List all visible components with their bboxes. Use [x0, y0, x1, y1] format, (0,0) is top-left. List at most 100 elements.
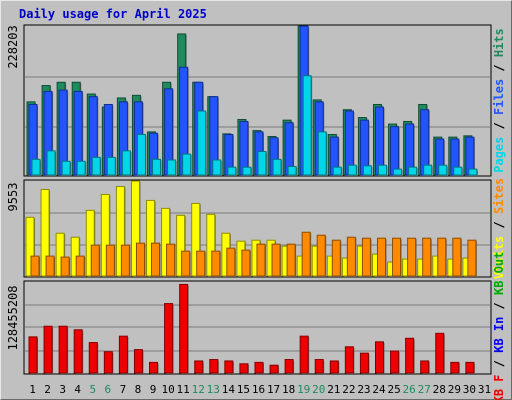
legend-visits-sites: Visits / Sites: [492, 178, 506, 279]
bar-pages-3-body: [61, 160, 71, 176]
bar-sites-4: [75, 255, 86, 277]
x-tick-17: 17: [267, 383, 280, 396]
bar-pages-17-body: [272, 158, 282, 176]
bar-pages-5: [91, 156, 102, 176]
bar-pages-27: [423, 164, 433, 176]
bar-kbf-13: [209, 359, 219, 374]
bar-kbf-18: [284, 359, 295, 374]
bar-kbf-21-body: [329, 360, 339, 374]
bar-kbf-10-body: [164, 303, 174, 374]
legend-kb-f: KB F: [492, 374, 506, 400]
bar-sites-21: [331, 239, 342, 277]
x-tick-29: 29: [448, 383, 461, 396]
bar-pages-24-body: [377, 164, 387, 176]
bar-pages-1-body: [31, 158, 41, 176]
x-tick-12: 12: [192, 383, 205, 396]
bar-pages-17: [272, 158, 283, 176]
bar-kbf-8: [133, 349, 144, 374]
x-tick-16: 16: [252, 383, 265, 396]
bar-sites-15: [241, 249, 251, 277]
bar-visits-5-body: [85, 209, 95, 277]
legend-separator: /: [492, 295, 506, 317]
bar-pages-18-body: [287, 166, 297, 176]
bar-kbf-1-body: [28, 336, 38, 374]
bar-pages-23: [362, 165, 373, 176]
bar-visits-1: [25, 216, 35, 277]
bar-pages-16-body: [257, 150, 267, 176]
legend-separator: /: [492, 115, 506, 137]
x-tick-18: 18: [282, 383, 295, 396]
bar-sites-12-body: [196, 250, 206, 277]
bar-visits-3: [55, 232, 66, 277]
bar-pages-30: [468, 168, 478, 176]
bar-sites-3-body: [60, 256, 70, 277]
x-tick-8: 8: [135, 383, 142, 396]
x-tick-21: 21: [327, 383, 340, 396]
bar-kbf-20: [314, 359, 325, 374]
bar-kbf-11: [179, 283, 189, 374]
x-tick-13: 13: [207, 383, 220, 396]
bar-pages-15: [242, 166, 252, 176]
panel-visits-sites: 9553 Visits / Sites: [6, 178, 506, 279]
bar-kbf-19: [299, 335, 310, 374]
ymax-label: 9553: [6, 183, 20, 212]
bar-pages-28: [438, 164, 448, 176]
bar-visits-7: [115, 185, 126, 277]
legend-hits: Hits: [492, 28, 506, 57]
bar-pages-1: [31, 158, 41, 176]
bar-visits-12-body: [191, 202, 201, 277]
bar-visits-11-body: [176, 214, 186, 277]
bar-pages-29: [453, 166, 463, 176]
bar-sites-30: [467, 239, 477, 277]
bar-sites-28: [437, 237, 447, 277]
bar-pages-3: [61, 160, 72, 176]
bar-pages-11-body: [182, 153, 192, 176]
bar-kbf-4-body: [73, 329, 83, 374]
bar-pages-10: [167, 159, 177, 176]
panel-kbytes: 128455208 KB F / KB In / KB Out: [6, 252, 506, 400]
bar-kbf-30-body: [465, 361, 475, 374]
bar-pages-6: [106, 156, 117, 176]
bar-pages-22: [347, 164, 358, 176]
bar-pages-25-body: [393, 168, 403, 176]
bar-sites-19: [301, 231, 312, 277]
bar-pages-12-body: [197, 110, 207, 176]
bar-sites-22: [346, 236, 357, 277]
bar-visits-6-body: [100, 193, 110, 277]
legend-kbytes: KB F / KB In / KB Out: [492, 252, 506, 400]
bar-pages-18: [287, 166, 298, 176]
bar-files-25: [390, 126, 400, 176]
x-tick-25: 25: [387, 383, 400, 396]
legend-kb-in: KB In: [492, 317, 506, 353]
x-tick-27: 27: [418, 383, 431, 396]
legend-separator: /: [492, 214, 506, 236]
bar-pages-9-body: [152, 158, 162, 176]
bar-visits-5: [85, 209, 96, 277]
bar-visits-8-body: [130, 180, 140, 277]
bar-sites-2-body: [45, 255, 55, 277]
bar-kbf-1: [28, 336, 38, 374]
bar-pages-16: [257, 150, 267, 176]
bar-pages-21: [332, 166, 343, 176]
bar-kbf-12: [194, 360, 204, 374]
bar-kbf-21: [329, 360, 340, 374]
bar-kbf-8-body: [133, 349, 143, 374]
bar-sites-10-body: [166, 243, 176, 277]
bar-sites-14-body: [226, 247, 236, 277]
bar-kbf-5-body: [88, 342, 98, 374]
x-tick-6: 6: [105, 383, 112, 396]
legend-sites: Sites: [492, 178, 506, 214]
bar-kbf-11-body: [179, 283, 189, 374]
bar-sites-26-body: [407, 237, 417, 277]
x-tick-22: 22: [342, 383, 355, 396]
bar-sites-26: [407, 237, 417, 277]
bar-sites-1: [30, 255, 40, 277]
bar-kbf-30: [465, 361, 475, 374]
bar-pages-22-body: [347, 164, 357, 176]
x-tick-7: 7: [120, 383, 127, 396]
legend-separator: /: [492, 353, 506, 375]
bar-visits-9-body: [146, 199, 156, 277]
legend-hits-files-pages: Pages / Files / Hits: [492, 28, 506, 173]
bar-pages-26: [408, 166, 418, 176]
